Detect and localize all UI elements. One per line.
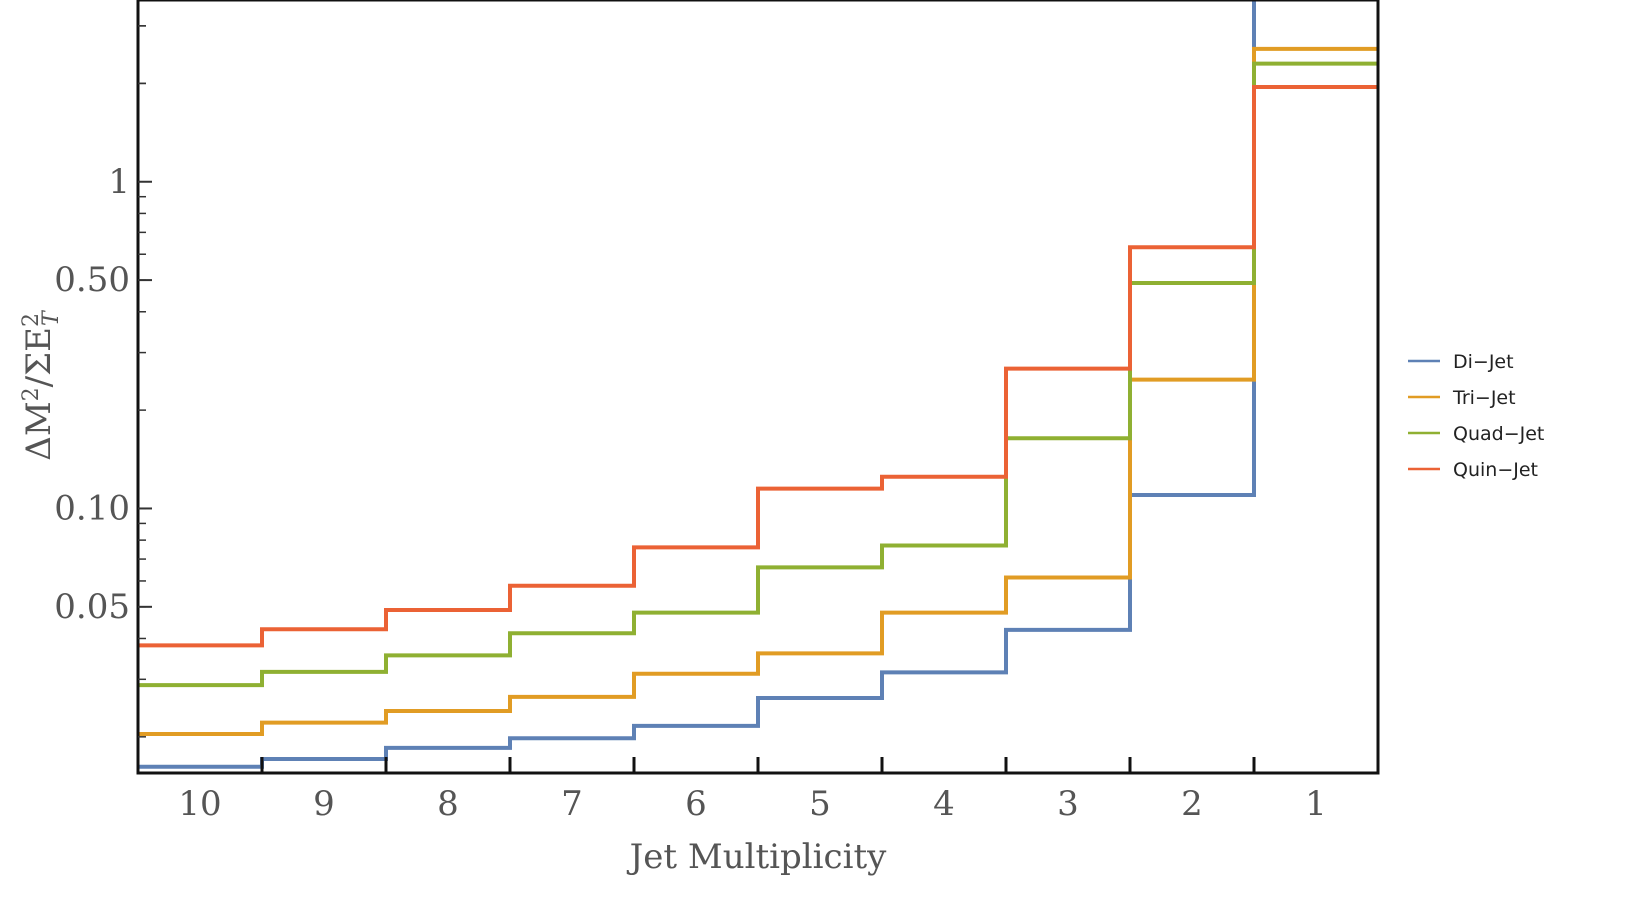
series-line-3 — [138, 61, 1378, 688]
legend-label: Quin−Jet — [1453, 459, 1538, 481]
x-tick-label: 4 — [933, 784, 955, 824]
x-tick-label: 1 — [1305, 784, 1327, 824]
y-ticks: 0.05 0.10 0.50 1 — [54, 25, 152, 738]
x-tick-label: 5 — [809, 784, 831, 824]
y-tick-label: 0.05 — [54, 587, 130, 627]
y-tick-label: 0.10 — [54, 488, 130, 528]
x-axis-title: Jet Multiplicity — [627, 837, 887, 877]
series-line-4 — [138, 84, 1378, 648]
legend: Di−Jet Tri−Jet Quad−Jet Quin−Jet — [1408, 351, 1544, 481]
x-ticks: 10 9 8 7 6 5 4 3 2 1 — [178, 757, 1327, 824]
x-tick-label: 6 — [685, 784, 707, 824]
x-tick-label: 8 — [437, 784, 459, 824]
legend-label: Di−Jet — [1453, 351, 1514, 373]
y-tick-label: 0.50 — [54, 260, 130, 300]
x-tick-label: 10 — [178, 784, 221, 824]
x-tick-label: 2 — [1181, 784, 1203, 824]
y-axis-title: ΔM2/ΣE2T — [19, 309, 64, 461]
plot-lines — [138, 0, 1378, 769]
legend-label: Tri−Jet — [1452, 387, 1516, 409]
legend-label: Quad−Jet — [1453, 423, 1544, 445]
y-tick-label: 1 — [108, 162, 130, 202]
x-tick-label: 7 — [561, 784, 583, 824]
x-tick-label: 9 — [313, 784, 335, 824]
x-tick-label: 3 — [1057, 784, 1079, 824]
series-line-2 — [138, 46, 1378, 737]
